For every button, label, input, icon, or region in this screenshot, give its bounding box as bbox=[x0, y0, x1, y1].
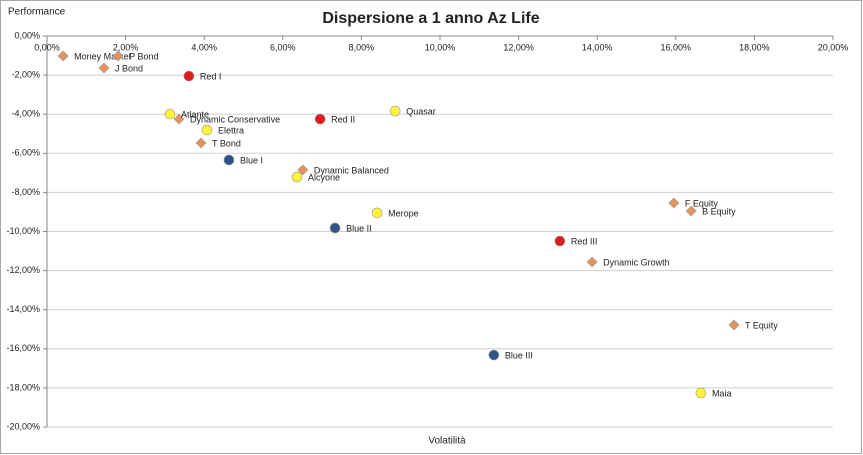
point-label: Dynamic Growth bbox=[603, 257, 670, 267]
point bbox=[57, 50, 69, 62]
point-label: Blue III bbox=[505, 350, 533, 360]
x-tick-label: 14,00% bbox=[582, 42, 613, 52]
point-label: F Equity bbox=[685, 198, 719, 208]
x-tick-label: 2,00% bbox=[113, 42, 139, 52]
point bbox=[297, 164, 309, 176]
point bbox=[695, 387, 707, 399]
point-label: Maia bbox=[712, 388, 732, 398]
point bbox=[685, 205, 697, 217]
x-axis-title: Volatilità bbox=[428, 436, 466, 447]
point-label: Red III bbox=[571, 236, 598, 246]
x-tick-label: 12,00% bbox=[503, 42, 534, 52]
point-label: Atlante bbox=[181, 109, 209, 119]
point-label: Red I bbox=[200, 71, 222, 81]
y-tick-label: -12,00% bbox=[6, 265, 40, 275]
point bbox=[183, 70, 195, 82]
x-tick-label: 6,00% bbox=[270, 42, 296, 52]
point-label: Alcyone bbox=[308, 172, 340, 182]
point-label: J Bond bbox=[115, 63, 143, 73]
y-tick-label: -2,00% bbox=[11, 69, 40, 79]
point-label: T Bond bbox=[212, 138, 241, 148]
x-tick-label: 4,00% bbox=[191, 42, 217, 52]
point bbox=[195, 137, 207, 149]
x-tick-label: 20,00% bbox=[818, 42, 849, 52]
point-label: Red II bbox=[331, 114, 355, 124]
point bbox=[329, 222, 341, 234]
point-label: Money Market bbox=[74, 51, 132, 61]
point bbox=[554, 235, 566, 247]
y-tick-label: 0,00% bbox=[14, 30, 40, 40]
point-label: Merope bbox=[388, 208, 419, 218]
x-tick-label: 16,00% bbox=[661, 42, 692, 52]
y-tick-label: -6,00% bbox=[11, 148, 40, 158]
x-tick-label: 18,00% bbox=[739, 42, 770, 52]
x-tick-label: 0,00% bbox=[34, 42, 60, 52]
point-label: B Equity bbox=[702, 206, 736, 216]
point bbox=[223, 154, 235, 166]
point bbox=[668, 197, 680, 209]
x-tick-label: 8,00% bbox=[349, 42, 375, 52]
chart-title: Dispersione a 1 anno Az Life bbox=[322, 10, 539, 27]
y-axis-title: Performance bbox=[8, 7, 66, 18]
point bbox=[728, 319, 740, 331]
y-tick-label: -16,00% bbox=[6, 343, 40, 353]
point-label: Elettra bbox=[218, 125, 244, 135]
point bbox=[112, 50, 124, 62]
point bbox=[98, 62, 110, 74]
y-tick-label: -14,00% bbox=[6, 304, 40, 314]
point-label: Dynamic Conservative bbox=[190, 114, 280, 124]
point bbox=[488, 349, 500, 361]
x-tick-label: 10,00% bbox=[425, 42, 456, 52]
y-tick-label: -18,00% bbox=[6, 382, 40, 392]
point-label: T Equity bbox=[745, 320, 778, 330]
point bbox=[173, 113, 185, 125]
point-label: Blue II bbox=[346, 223, 372, 233]
point bbox=[201, 124, 213, 136]
point bbox=[586, 256, 598, 268]
point bbox=[389, 105, 401, 117]
point bbox=[371, 207, 383, 219]
y-tick-label: -10,00% bbox=[6, 226, 40, 236]
y-tick-label: -8,00% bbox=[11, 187, 40, 197]
y-tick-label: -4,00% bbox=[11, 109, 40, 119]
point bbox=[314, 113, 326, 125]
point-label: P Bond bbox=[129, 51, 158, 61]
point-label: Blue I bbox=[240, 155, 263, 165]
point-label: Dynamic Balanced bbox=[314, 165, 389, 175]
point bbox=[164, 108, 176, 120]
point bbox=[291, 171, 303, 183]
y-tick-label: -20,00% bbox=[6, 421, 40, 431]
point-label: Quasar bbox=[406, 106, 436, 116]
